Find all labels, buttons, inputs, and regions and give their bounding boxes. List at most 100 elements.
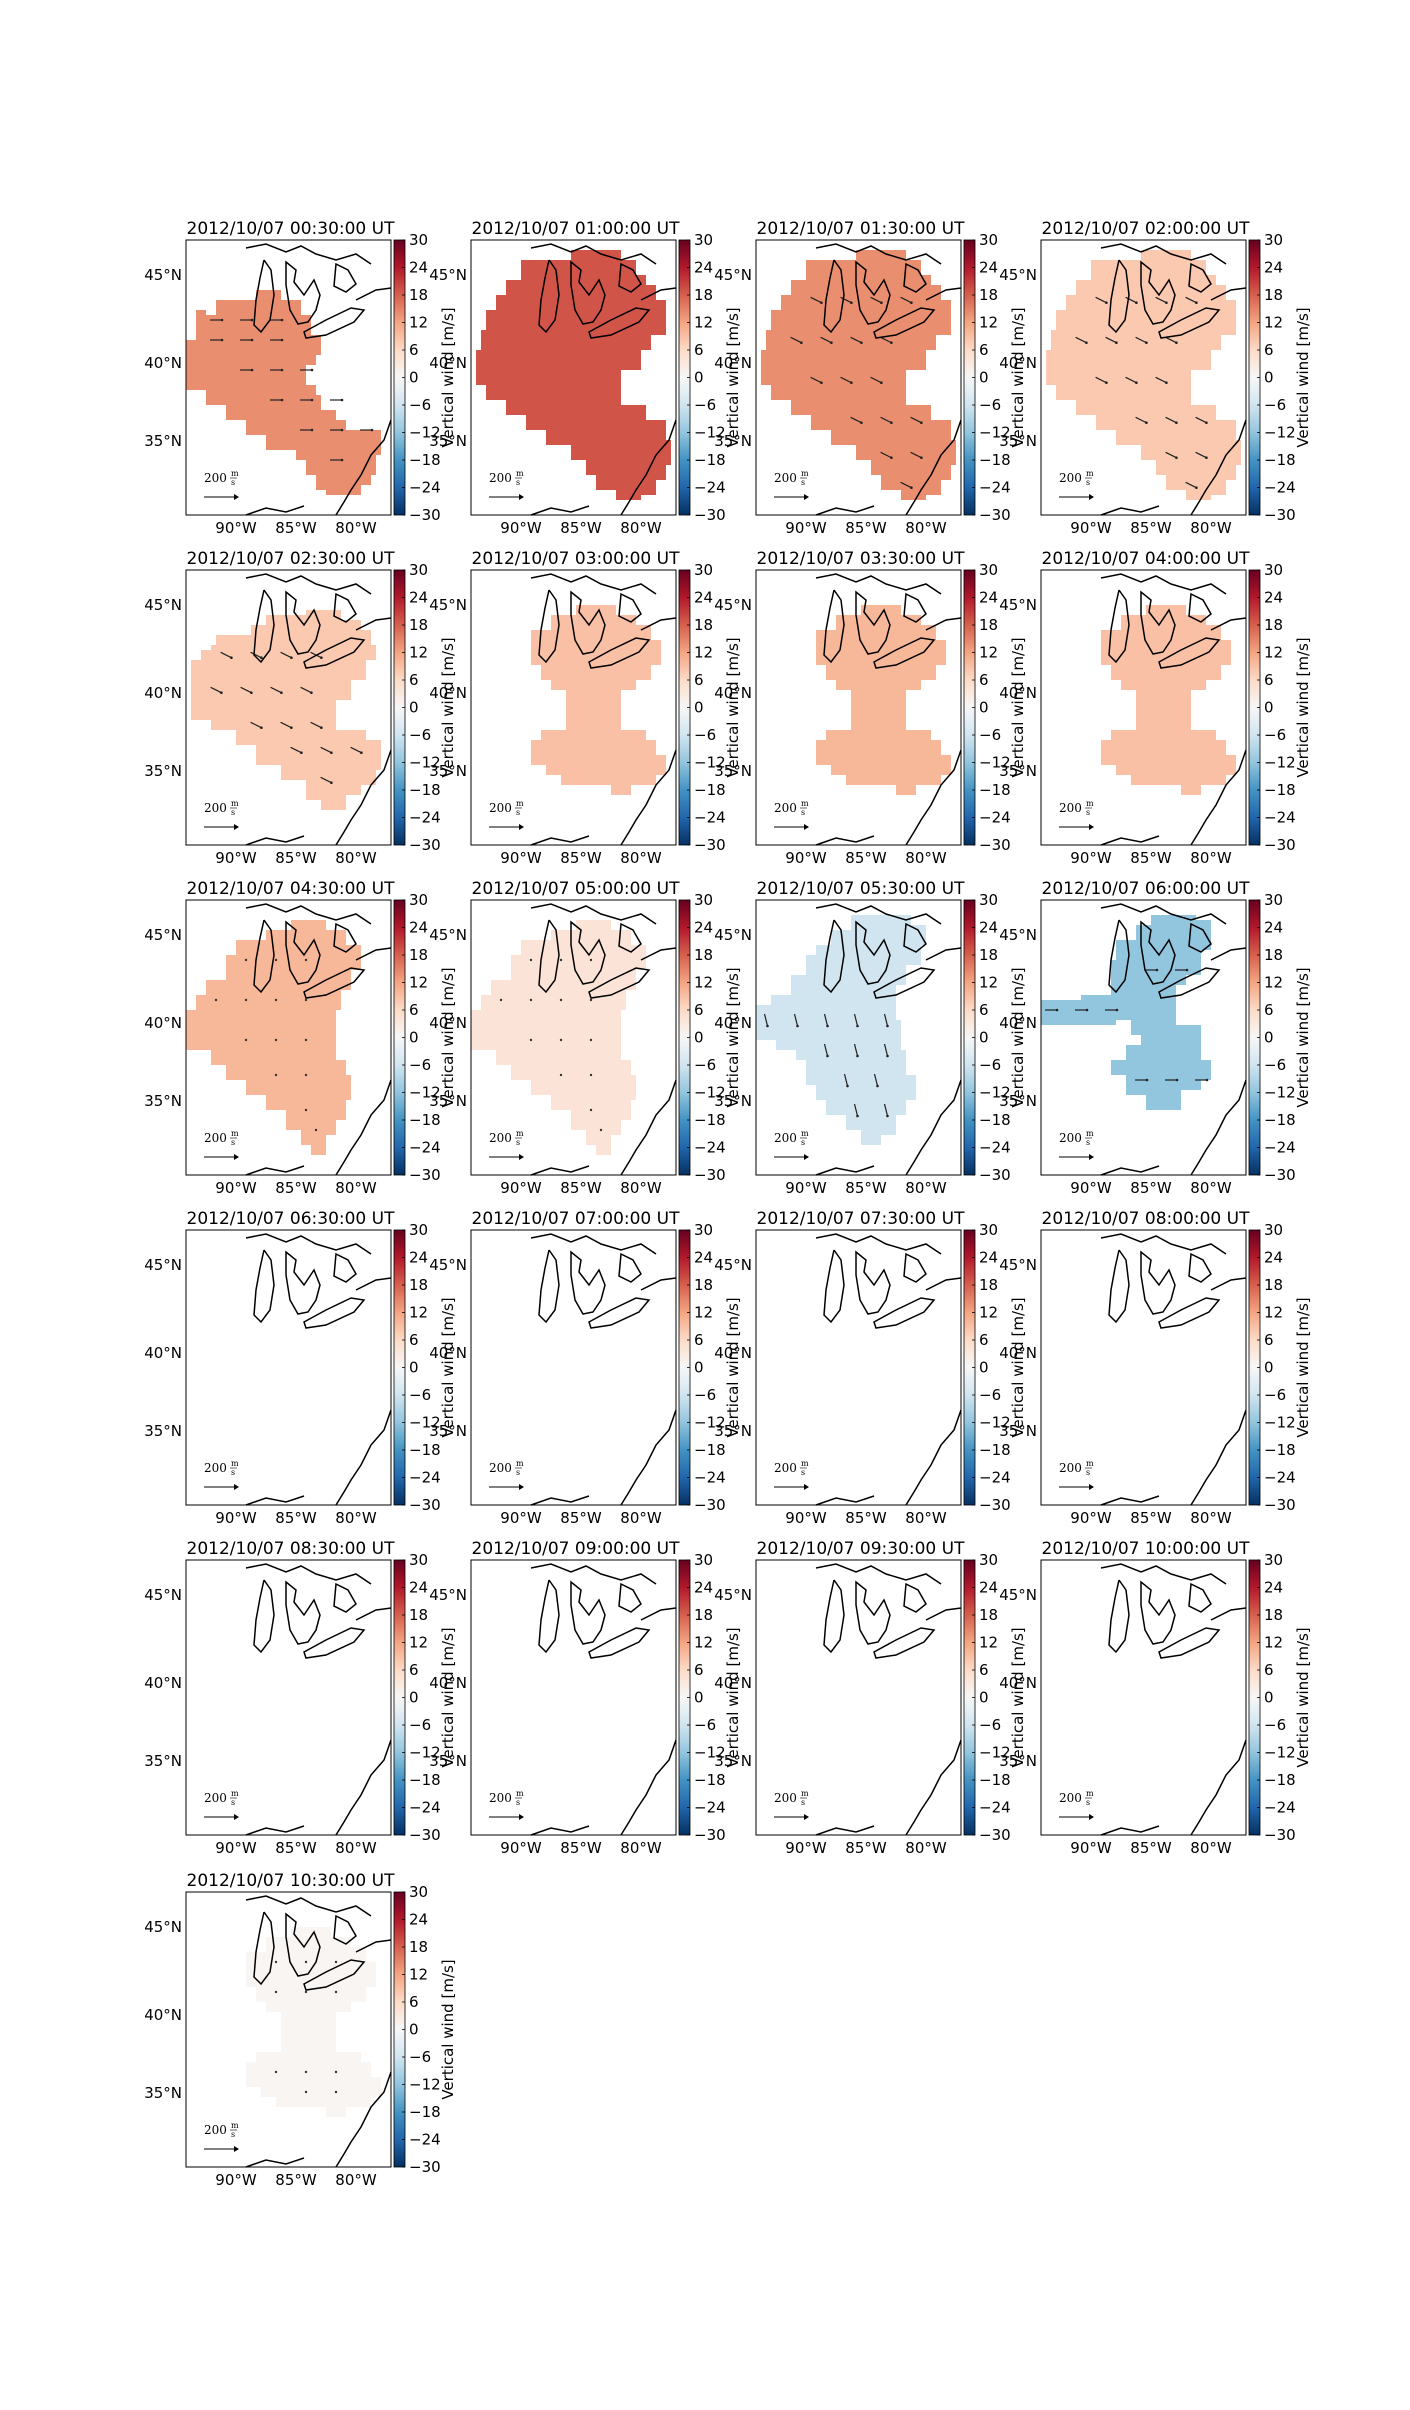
panel-title: 2012/10/07 08:00:00 UT — [1042, 1209, 1251, 1229]
coastline — [538, 919, 560, 994]
map-panel: 2012/10/07 00:30:00 UT 200 ms 45°N 40°N 35°N 9… — [144, 219, 457, 537]
coastline — [1190, 749, 1247, 846]
colorbar-tick-label: 6 — [979, 1001, 989, 1019]
map-panel: 2012/10/07 07:00:00 UT 200 ms 45°N 40°N 35°N 9… — [429, 1209, 742, 1527]
colorbar-tick-label: 24 — [409, 1911, 428, 1929]
lat-label: 40°N — [714, 684, 752, 702]
colorbar-tick-label: 12 — [1264, 1304, 1283, 1322]
lon-label: 90°W — [1070, 1839, 1112, 1857]
wind-vector — [214, 998, 218, 1002]
colorbar-tick-label: 12 — [409, 314, 428, 332]
coastline — [1100, 1165, 1160, 1176]
wind-vector — [1185, 296, 1197, 304]
lon-label: 90°W — [215, 1509, 257, 1527]
lon-label: 90°W — [500, 1509, 542, 1527]
wind-vector-head — [250, 368, 254, 372]
map-frame — [185, 1891, 392, 2168]
colorbar-tick-label: −30 — [409, 1166, 441, 1184]
coastline — [1210, 287, 1247, 301]
colorbar-label: Vertical wind [m/s] — [439, 1959, 457, 2099]
wind-vector — [1155, 376, 1167, 384]
colorbar-label: Vertical wind [m/s] — [1009, 307, 1027, 447]
lat-label: 40°N — [144, 1344, 182, 1362]
wind-vector — [589, 998, 593, 1002]
reference-arrow-unit: s — [516, 1468, 520, 1477]
coastline — [640, 1607, 677, 1621]
colorbar-tick-label: 6 — [1264, 341, 1274, 359]
wind-vector-head — [1195, 486, 1198, 489]
lat-label: 45°N — [714, 1586, 752, 1604]
colorbar-tick-label: 12 — [409, 644, 428, 662]
wind-region — [476, 250, 671, 500]
reference-arrow-unit: s — [1086, 1798, 1090, 1807]
coastline — [1100, 505, 1160, 516]
colorbar-tick-label: 6 — [1264, 671, 1274, 689]
lon-label: 80°W — [335, 1509, 377, 1527]
colorbar-tick-label: −6 — [694, 1056, 716, 1074]
colorbar-tick-label: 6 — [1264, 1661, 1274, 1679]
coastline — [303, 637, 366, 669]
coastline — [588, 637, 651, 669]
wind-vector-head — [330, 751, 333, 754]
coastline — [530, 1825, 590, 1836]
colorbar-tick-label: 6 — [409, 1661, 419, 1679]
reference-arrow-unit: m — [231, 1789, 239, 1798]
lon-label: 85°W — [845, 1839, 887, 1857]
lat-label: 45°N — [429, 926, 467, 944]
wind-region — [756, 915, 926, 1145]
map-frame — [185, 569, 392, 846]
reference-arrow-value: 200 — [1059, 471, 1082, 485]
colorbar-tick-label: 12 — [979, 644, 998, 662]
colorbar-tick-label: −12 — [409, 754, 441, 772]
coastline — [855, 1250, 891, 1315]
coastline — [335, 419, 392, 516]
map-panel: 2012/10/07 08:00:00 UT 200 ms 45°N 40°N 35°N 9… — [999, 1209, 1312, 1527]
wind-vector-head — [250, 318, 254, 322]
wind-vector — [304, 1960, 308, 1964]
wind-vector — [250, 721, 262, 729]
colorbar-tick-label: −18 — [694, 781, 726, 799]
colorbar-tick-label: −30 — [409, 2158, 441, 2176]
colorbar-tick-label: −24 — [694, 1799, 726, 1817]
panel-title: 2012/10/07 03:30:00 UT — [757, 549, 966, 569]
coastline — [335, 1739, 392, 1836]
wind-vector — [250, 651, 262, 659]
wind-vector-head — [1165, 301, 1168, 304]
colorbar-tick-label: −24 — [1264, 809, 1296, 827]
coastline — [1190, 419, 1247, 516]
wind-vector-head — [310, 428, 314, 432]
coastline — [873, 307, 936, 339]
colorbar-tick-label: 18 — [1264, 286, 1283, 304]
colorbar-tick-label: 12 — [979, 1634, 998, 1652]
coastline — [245, 1825, 305, 1836]
colorbar-tick-label: −6 — [409, 2048, 431, 2066]
wind-vector-head — [800, 341, 803, 344]
panel-title: 2012/10/07 06:00:00 UT — [1042, 879, 1251, 899]
reference-arrow-value: 200 — [489, 801, 512, 815]
coastline — [335, 2071, 392, 2168]
colorbar-label: Vertical wind [m/s] — [1009, 1627, 1027, 1767]
reference-arrow-unit: s — [1086, 1138, 1090, 1147]
coastline — [355, 1939, 392, 1953]
colorbar-tick-label: −12 — [979, 424, 1011, 442]
colorbar-tick-label: −18 — [979, 451, 1011, 469]
coastline — [873, 1627, 936, 1659]
colorbar-tick-label: 24 — [409, 1249, 428, 1267]
colorbar-tick-label: 18 — [694, 946, 713, 964]
colorbar-tick-label: −18 — [694, 451, 726, 469]
coastline — [245, 243, 372, 265]
coastline — [1210, 1607, 1247, 1621]
coastline — [303, 967, 366, 999]
wind-vector-head — [280, 691, 283, 694]
wind-vector — [1125, 296, 1137, 304]
coastline — [335, 1409, 392, 1506]
wind-vector — [274, 2070, 278, 2074]
colorbar-tick-label: 24 — [1264, 1249, 1283, 1267]
wind-vector-head — [1185, 968, 1189, 972]
colorbar-tick-label: −24 — [409, 809, 441, 827]
colorbar-tick-label: −30 — [1264, 506, 1296, 524]
lon-label: 80°W — [335, 849, 377, 867]
colorbar-tick-label: −6 — [979, 1386, 1001, 1404]
lon-label: 90°W — [785, 1839, 827, 1857]
